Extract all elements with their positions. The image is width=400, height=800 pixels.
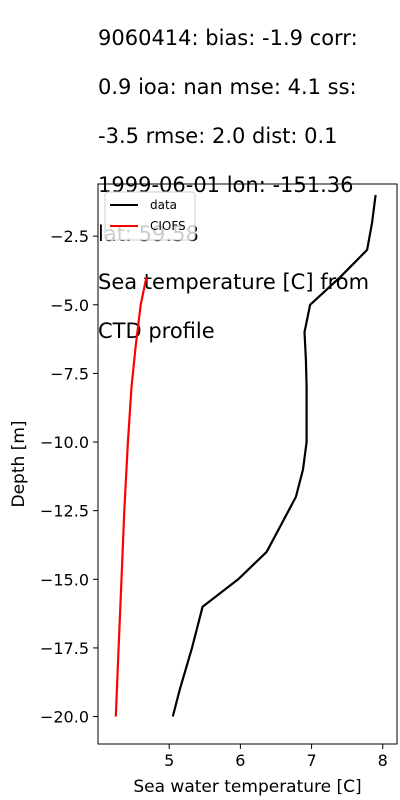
series-group xyxy=(114,194,377,717)
legend-label-data: data xyxy=(150,198,177,212)
title-line: 0.9 ioa: nan mse: 4.1 ss: xyxy=(98,75,357,100)
y-tick-label: −20.0 xyxy=(40,708,89,727)
title-line: CTD profile xyxy=(98,319,215,344)
y-tick-label: −17.5 xyxy=(40,639,89,658)
title-line: -3.5 rmse: 2.0 dist: 0.1 xyxy=(98,124,338,149)
x-tick-label: 5 xyxy=(164,751,174,770)
tick-group: 5 6 7 8 −2.5 −5.0 −7.5 −10.0 −12.5 −15.0 −17.5 −20.… xyxy=(40,227,388,770)
title-line: 9060414: bias: -1.9 corr: xyxy=(98,26,358,51)
legend: data CIOFS xyxy=(104,191,196,241)
y-tick-label: −2.5 xyxy=(50,227,89,246)
legend-label-ciofs: CIOFS xyxy=(150,219,186,233)
title-line: Sea temperature [C] from xyxy=(98,270,370,295)
y-axis-label: Depth [m] xyxy=(9,420,29,507)
series-line-ciofs xyxy=(114,277,148,717)
y-tick-label: −10.0 xyxy=(40,433,89,452)
x-axis-label: Sea water temperature [C] xyxy=(133,777,361,797)
x-tick-label: 6 xyxy=(235,751,245,770)
y-tick-label: −7.5 xyxy=(50,364,89,383)
plot-frame xyxy=(97,183,398,745)
series-line-data xyxy=(171,194,377,717)
y-tick-label: −5.0 xyxy=(50,296,89,315)
y-tick-label: −12.5 xyxy=(40,502,89,521)
x-tick-label: 7 xyxy=(306,751,316,770)
x-tick-label: 8 xyxy=(378,751,388,770)
y-tick-label: −15.0 xyxy=(40,570,89,589)
